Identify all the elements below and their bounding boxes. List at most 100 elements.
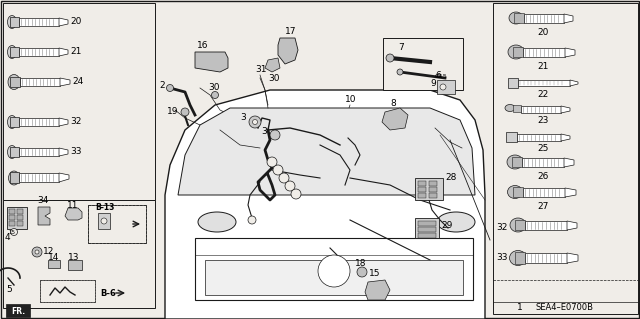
- Text: 20: 20: [70, 18, 81, 26]
- Bar: [48, 260, 60, 268]
- Bar: [525, 221, 567, 230]
- Text: 21: 21: [538, 62, 548, 71]
- Bar: [10, 77, 20, 87]
- Text: 8: 8: [390, 99, 396, 108]
- Bar: [513, 105, 521, 112]
- Polygon shape: [59, 48, 68, 56]
- Polygon shape: [567, 253, 578, 263]
- Ellipse shape: [507, 155, 523, 169]
- Polygon shape: [565, 188, 576, 197]
- Circle shape: [181, 108, 189, 116]
- Circle shape: [211, 92, 218, 99]
- Bar: [418, 187, 426, 192]
- Bar: [19, 18, 59, 26]
- Ellipse shape: [8, 16, 17, 28]
- Ellipse shape: [508, 186, 522, 198]
- Circle shape: [273, 165, 283, 175]
- Text: 29: 29: [441, 220, 452, 229]
- Polygon shape: [382, 108, 408, 130]
- Polygon shape: [365, 280, 390, 300]
- Circle shape: [279, 173, 289, 183]
- Polygon shape: [59, 18, 68, 26]
- Text: 30: 30: [208, 84, 220, 93]
- Bar: [9, 209, 15, 214]
- Bar: [68, 260, 82, 270]
- Ellipse shape: [508, 45, 524, 59]
- Bar: [7, 207, 27, 229]
- Polygon shape: [265, 58, 280, 72]
- Circle shape: [249, 116, 261, 128]
- Bar: [525, 253, 567, 263]
- Text: 17: 17: [285, 27, 296, 36]
- Ellipse shape: [8, 115, 17, 129]
- Bar: [10, 172, 19, 183]
- Polygon shape: [565, 48, 575, 57]
- Bar: [19, 173, 59, 182]
- Bar: [518, 80, 570, 86]
- Text: 18: 18: [355, 259, 367, 268]
- Bar: [429, 193, 437, 198]
- Circle shape: [318, 255, 350, 287]
- Text: 34: 34: [37, 196, 49, 205]
- Text: 10: 10: [345, 95, 356, 105]
- Text: 28: 28: [445, 174, 456, 182]
- Bar: [6, 304, 30, 317]
- Text: 12: 12: [43, 248, 54, 256]
- Text: B-6: B-6: [100, 288, 116, 298]
- Text: 16: 16: [197, 41, 209, 50]
- Text: 3: 3: [261, 127, 267, 136]
- Bar: [415, 218, 439, 238]
- Text: FR.: FR.: [11, 307, 25, 315]
- Bar: [418, 233, 436, 238]
- Text: SEA4–E0700B: SEA4–E0700B: [535, 303, 593, 313]
- Bar: [10, 147, 19, 157]
- Bar: [17, 221, 23, 226]
- Bar: [515, 252, 525, 264]
- Ellipse shape: [509, 12, 523, 24]
- Polygon shape: [59, 148, 68, 156]
- Circle shape: [101, 218, 107, 224]
- Polygon shape: [564, 14, 573, 23]
- Bar: [383, 38, 463, 90]
- Polygon shape: [65, 208, 82, 220]
- Bar: [10, 117, 19, 127]
- Bar: [17, 209, 23, 214]
- Text: 15: 15: [8, 229, 15, 234]
- Text: 26: 26: [538, 172, 548, 181]
- Bar: [88, 205, 146, 243]
- Polygon shape: [59, 173, 69, 182]
- Text: B-13: B-13: [95, 203, 115, 211]
- Polygon shape: [561, 106, 570, 113]
- Bar: [429, 187, 437, 192]
- Bar: [40, 280, 95, 302]
- Bar: [9, 215, 15, 220]
- Text: 11: 11: [67, 201, 79, 210]
- Ellipse shape: [510, 218, 526, 232]
- Bar: [205, 260, 463, 295]
- Bar: [19, 148, 59, 156]
- Text: 3: 3: [240, 114, 246, 122]
- Text: 22: 22: [538, 90, 548, 99]
- Bar: [506, 132, 517, 142]
- Bar: [493, 3, 638, 314]
- Polygon shape: [38, 207, 50, 225]
- Polygon shape: [195, 52, 228, 72]
- Polygon shape: [561, 134, 570, 141]
- Bar: [429, 181, 437, 186]
- Bar: [10, 17, 19, 27]
- Bar: [17, 215, 23, 220]
- Circle shape: [10, 228, 17, 235]
- Ellipse shape: [8, 46, 17, 58]
- Polygon shape: [59, 118, 68, 126]
- Bar: [3, 200, 155, 308]
- Bar: [19, 48, 59, 56]
- Circle shape: [267, 157, 277, 167]
- Circle shape: [397, 69, 403, 75]
- Circle shape: [386, 54, 394, 62]
- Bar: [523, 188, 565, 197]
- Bar: [418, 181, 426, 186]
- Bar: [513, 187, 523, 197]
- Bar: [508, 78, 518, 88]
- Circle shape: [285, 181, 295, 191]
- Polygon shape: [278, 38, 298, 64]
